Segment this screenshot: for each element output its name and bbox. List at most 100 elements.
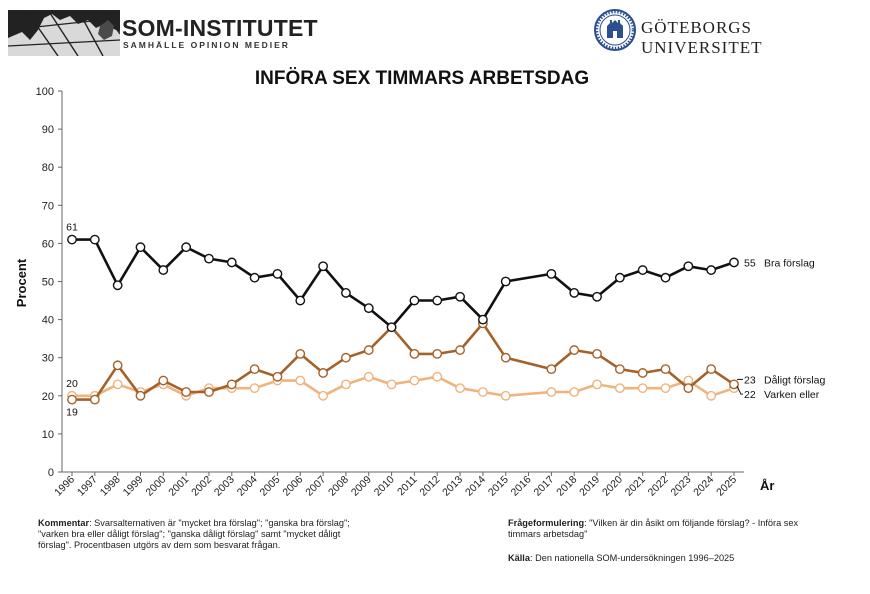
data-point	[112, 360, 123, 371]
x-tick-label: 2002	[189, 474, 214, 499]
data-point	[500, 276, 511, 287]
data-point	[67, 394, 77, 405]
data-point	[204, 253, 214, 264]
x-tick-label: 1999	[121, 474, 146, 499]
data-point	[135, 390, 146, 401]
data-point	[614, 364, 625, 375]
data-point	[363, 371, 374, 382]
x-tick-label: 2011	[395, 474, 420, 499]
source-note: Källa: Den nationella SOM-undersökningen…	[508, 553, 838, 564]
x-tick-label: 1996	[52, 474, 77, 499]
source-text: : Den nationella SOM-undersökningen 1996…	[529, 553, 735, 563]
y-axis-ticks: 0 10 20 30 40 50 60 70 80 90 100	[36, 86, 62, 479]
x-tick-label: 2014	[463, 474, 488, 499]
data-point	[477, 387, 488, 397]
data-point	[637, 383, 648, 394]
data-point	[569, 288, 580, 298]
x-tick-label: 2017	[531, 474, 556, 499]
x-tick-label: 1998	[98, 474, 123, 499]
x-tick-label: 2021	[623, 474, 648, 499]
x-tick-label: 2022	[646, 474, 671, 499]
university-seal-icon	[594, 9, 636, 51]
data-point	[226, 379, 237, 390]
data-point	[637, 265, 648, 275]
data-point	[432, 348, 443, 359]
end-series-label: Bra förslag	[764, 257, 815, 269]
data-point	[158, 375, 169, 386]
data-point	[455, 345, 465, 355]
data-labels: 61 20 19 55 Bra förslag 23 Dåligt förslag 22 Var…	[66, 222, 825, 419]
data-point	[683, 383, 694, 394]
data-point	[706, 265, 717, 275]
data-point	[226, 257, 237, 268]
x-tick-label: 2016	[509, 474, 534, 499]
data-point	[363, 303, 374, 314]
data-point	[89, 394, 100, 405]
question-text: : "Vilken är din åsikt om följande försl…	[508, 518, 799, 539]
data-point	[729, 379, 739, 390]
data-point	[318, 261, 329, 272]
data-point	[660, 364, 671, 375]
data-point	[546, 268, 557, 279]
y-tick-label: 30	[42, 353, 54, 365]
x-tick-label: 2019	[577, 474, 602, 499]
chart-axes	[61, 91, 744, 473]
source-label: Källa	[508, 553, 530, 563]
y-tick-label: 50	[42, 277, 54, 289]
x-tick-label: 2001	[166, 474, 191, 499]
question-note: Frågeformulering: "Vilken är din åsikt o…	[508, 518, 808, 540]
x-axis-label: År	[760, 478, 774, 493]
end-series-label: Varken eller	[764, 389, 820, 401]
y-tick-label: 70	[42, 200, 54, 212]
x-tick-label: 2020	[600, 474, 625, 499]
comment-text: : Svarsalternativen är "mycket bra försl…	[38, 518, 350, 550]
data-point	[341, 379, 351, 390]
data-point	[181, 387, 192, 397]
x-tick-label: 2004	[235, 474, 260, 499]
data-point	[386, 322, 397, 333]
x-tick-label: 2025	[714, 474, 739, 499]
som-logo	[8, 10, 120, 56]
y-tick-label: 20	[42, 391, 54, 403]
data-point	[637, 368, 648, 378]
comment-label: Kommentar	[38, 518, 90, 528]
data-point	[249, 364, 260, 375]
data-point	[409, 375, 420, 386]
y-tick-label: 80	[42, 162, 54, 174]
end-value-label: 55	[744, 257, 756, 269]
data-point	[455, 291, 465, 302]
data-point	[181, 242, 192, 253]
university-name: GÖTEBORGS UNIVERSITET	[641, 18, 763, 57]
y-tick-label: 0	[48, 467, 54, 479]
data-point	[592, 291, 602, 302]
data-point	[569, 345, 580, 355]
leader-line	[736, 385, 743, 395]
x-tick-label: 2009	[349, 474, 374, 499]
data-point	[67, 234, 77, 245]
data-point	[112, 280, 123, 291]
series-line	[72, 375, 735, 398]
data-point	[455, 383, 465, 394]
data-point	[614, 383, 625, 394]
data-point	[409, 295, 420, 306]
data-point	[683, 261, 694, 272]
data-point	[249, 383, 260, 394]
data-point	[249, 272, 260, 283]
y-tick-label: 10	[42, 429, 54, 441]
end-value-label: 22	[744, 389, 756, 401]
data-point	[295, 348, 306, 359]
data-point	[500, 390, 511, 401]
y-tick-label: 100	[36, 86, 54, 98]
data-point	[272, 268, 283, 279]
data-point	[318, 368, 329, 378]
data-point	[569, 387, 580, 397]
series-line	[72, 238, 735, 329]
data-point	[112, 379, 123, 390]
data-point	[295, 295, 306, 306]
data-point	[341, 352, 351, 363]
data-point	[318, 390, 329, 401]
data-point	[500, 352, 511, 363]
data-point	[363, 345, 374, 355]
data-point	[706, 364, 717, 375]
